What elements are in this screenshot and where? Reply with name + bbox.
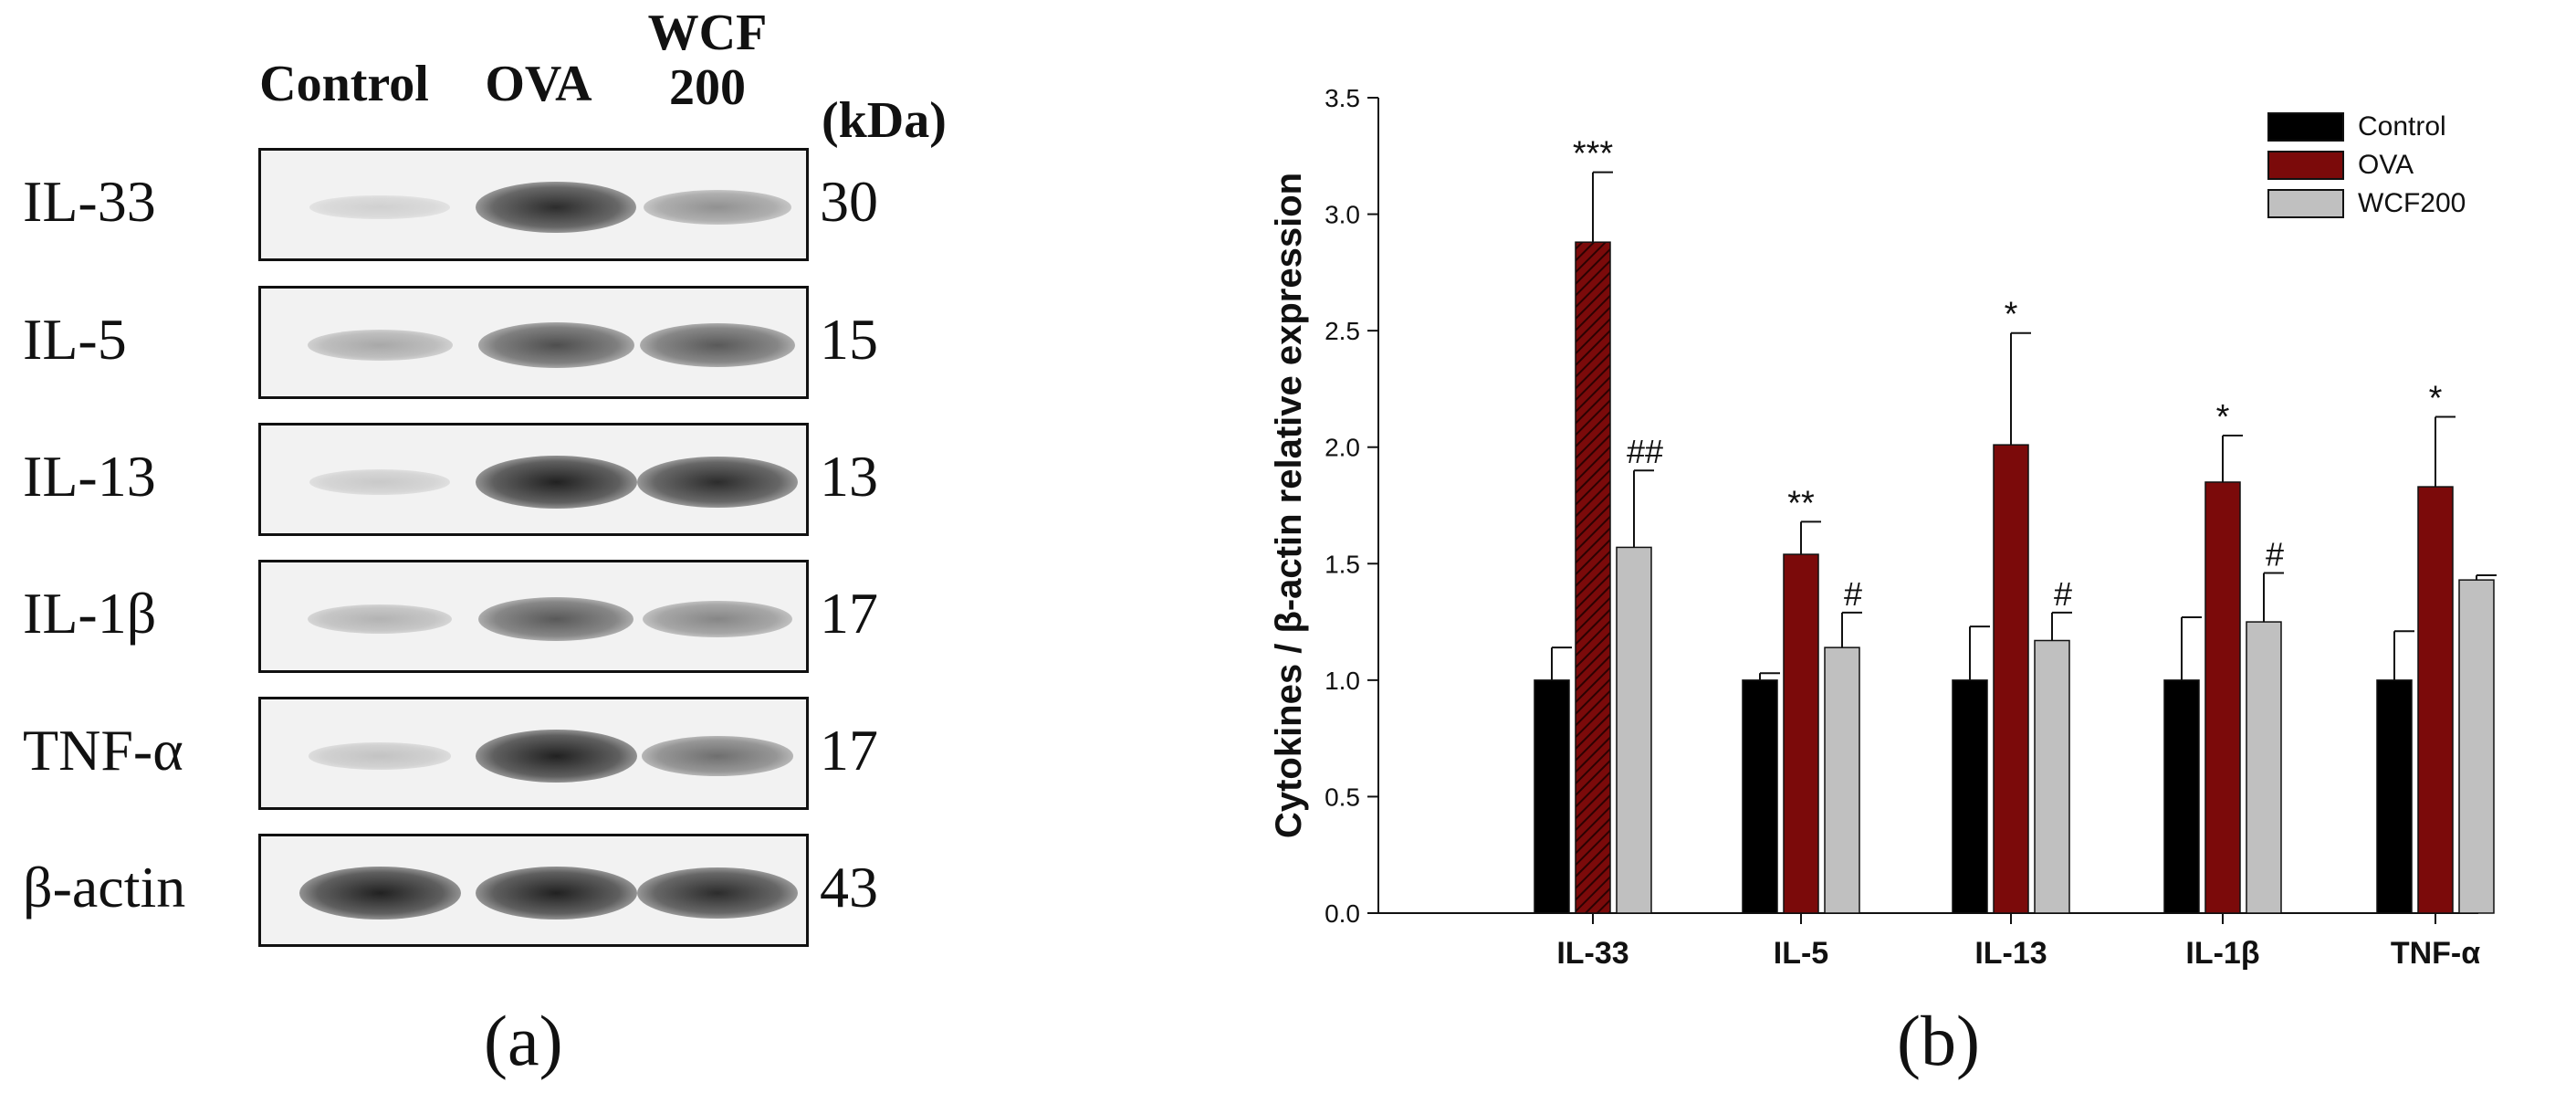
blot-band-4-2 (641, 736, 794, 776)
bar-Control-1 (1742, 679, 1778, 914)
blot-label-5: β-actin (23, 855, 186, 920)
blot-image-0 (258, 148, 809, 261)
bar-OVA-4 (2417, 486, 2454, 914)
blot-band-2-2 (637, 457, 798, 508)
blot-image-1 (258, 286, 809, 399)
significance-WCF200-0: ## (1627, 433, 1663, 470)
blot-label-0: IL-33 (23, 169, 156, 234)
lane-header-control: Control (259, 56, 429, 112)
blot-band-0-2 (644, 190, 791, 225)
y-tick-label: 0.5 (1325, 783, 1360, 811)
y-axis-title: Cytokines / β-actin relative expression (1269, 173, 1309, 838)
kda-header: (kDa) (822, 92, 947, 149)
blot-band-2-1 (475, 456, 637, 509)
bar-Control-0 (1534, 679, 1570, 914)
significance-OVA-0: *** (1573, 135, 1614, 173)
blot-kda-5: 43 (820, 855, 878, 920)
y-tick-label: 3.5 (1325, 84, 1360, 112)
legend-label-1: OVA (2358, 150, 2414, 180)
blot-kda-1: 15 (820, 307, 878, 372)
bar-WCF200-0 (1616, 546, 1652, 914)
blot-band-1-2 (640, 323, 795, 367)
bar-Control-2 (1952, 679, 1988, 914)
legend-label-2: WCF200 (2358, 188, 2466, 218)
y-tick-label: 1.0 (1325, 667, 1360, 695)
blot-label-4: TNF-α (23, 718, 183, 783)
lane-header-ova: OVA (485, 56, 592, 112)
blot-band-3-1 (478, 597, 634, 641)
blot-image-4 (258, 697, 809, 810)
bar-WCF200-2 (2034, 639, 2070, 914)
blot-kda-3: 17 (820, 581, 878, 646)
blot-image-3 (258, 560, 809, 673)
bar-OVA-3 (2204, 481, 2241, 914)
blot-band-1-0 (307, 330, 453, 361)
bar-WCF200-4 (2458, 579, 2495, 914)
x-tick-label-2: IL-13 (1974, 936, 2047, 971)
bar-Control-4 (2376, 679, 2413, 914)
bar-WCF200-3 (2246, 621, 2282, 914)
blot-band-3-0 (308, 604, 452, 634)
blot-label-3: IL-1β (23, 581, 157, 646)
lane-header-wcf200: WCF 200 (647, 5, 768, 116)
blot-kda-4: 17 (820, 718, 878, 783)
blot-band-1-1 (477, 322, 634, 368)
y-tick-label: 2.0 (1325, 434, 1360, 462)
blot-band-3-2 (643, 601, 792, 637)
panel-a-caption: (a) (484, 1001, 563, 1080)
blot-label-2: IL-13 (23, 444, 156, 509)
y-tick-label: 1.5 (1325, 550, 1360, 578)
x-tick-label-3: IL-1β (2185, 936, 2259, 971)
significance-WCF200-3: # (2266, 535, 2284, 573)
significance-OVA-1: ** (1787, 484, 1815, 522)
significance-OVA-3: * (2216, 398, 2230, 436)
blot-image-5 (258, 834, 809, 947)
blot-band-4-0 (309, 742, 451, 770)
bar-OVA-1 (1783, 553, 1819, 914)
legend-label-0: Control (2358, 111, 2446, 142)
legend-swatch-0 (2267, 112, 2344, 142)
x-tick-label-4: TNF-α (2391, 936, 2480, 971)
x-tick-label-0: IL-33 (1556, 936, 1628, 971)
bar-WCF200-1 (1824, 646, 1860, 914)
panel-b-caption: (b) (1897, 1001, 1980, 1080)
blot-band-4-1 (475, 730, 637, 783)
blot-band-5-1 (475, 867, 637, 920)
y-tick-label: 0.0 (1325, 899, 1360, 928)
bar-Control-3 (2163, 679, 2200, 914)
significance-OVA-2: * (2005, 296, 2018, 334)
blot-image-2 (258, 423, 809, 536)
cytokine-bar-chart: 0.0 0.5 1.0 1.5 2.0 2.5 3.0 3.5 Cytokines / β-ac… (1269, 84, 2497, 971)
significance-OVA-4: * (2429, 380, 2443, 418)
bar-OVA-2 (1993, 444, 2029, 914)
blot-band-0-1 (476, 182, 636, 233)
legend-swatch-2 (2267, 189, 2344, 218)
blot-label-1: IL-5 (23, 307, 127, 372)
blot-band-2-0 (309, 469, 451, 495)
significance-WCF200-2: # (2054, 575, 2072, 613)
significance-WCF200-1: # (1844, 575, 1862, 613)
bar-OVA-0 (1575, 241, 1611, 914)
blot-band-5-2 (637, 867, 798, 919)
y-tick-label: 2.5 (1325, 317, 1360, 345)
x-tick-label-1: IL-5 (1774, 936, 1828, 971)
blot-band-5-0 (298, 867, 461, 920)
blot-kda-0: 30 (820, 169, 878, 234)
blot-kda-2: 13 (820, 444, 878, 509)
blot-band-0-0 (309, 194, 450, 220)
legend-swatch-1 (2267, 151, 2344, 180)
y-tick-label: 3.0 (1325, 201, 1360, 229)
